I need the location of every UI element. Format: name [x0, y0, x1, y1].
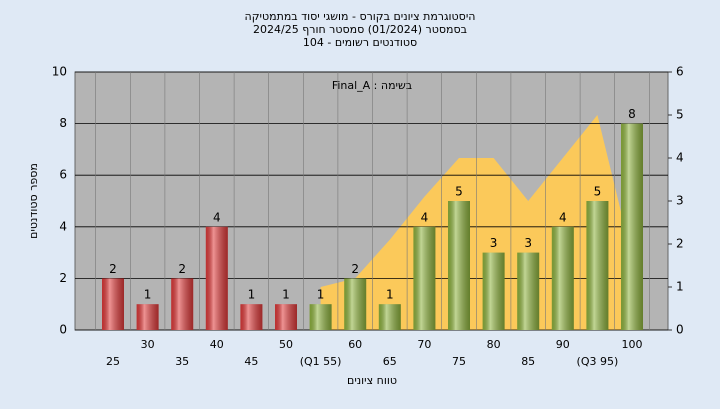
data-label: 1 — [248, 288, 256, 302]
y2-tick-label: 5 — [676, 108, 684, 122]
data-label: 5 — [594, 185, 602, 199]
bar-shine — [205, 226, 228, 330]
y2-tick-label: 3 — [676, 194, 684, 208]
y-tick-label: 10 — [52, 65, 67, 79]
y2-tick-label: 4 — [676, 151, 684, 165]
data-label: 1 — [386, 288, 394, 302]
data-label: 5 — [455, 185, 463, 199]
y-tick-label: 0 — [59, 323, 67, 337]
data-label: 2 — [178, 262, 186, 276]
bar-shine — [448, 201, 470, 330]
data-label: 4 — [559, 210, 567, 224]
x-tick-label: 25 — [106, 355, 120, 368]
title-line: היסטוגרמת ציונים בקורס - מושגי יסוד במתמ… — [245, 10, 476, 23]
bar-shine — [102, 278, 124, 330]
y2-tick-label: 6 — [676, 65, 684, 79]
x-tick-label: 50 — [279, 338, 293, 351]
x-tick-label: 70 — [417, 338, 431, 351]
data-label: 4 — [213, 210, 221, 224]
bar-shine — [621, 123, 643, 330]
bar-shine — [344, 278, 367, 330]
data-label: 1 — [317, 288, 325, 302]
x-tick-label: (Q1 55) — [300, 355, 342, 368]
x-tick-label: 90 — [556, 338, 570, 351]
y2-tick-label: 1 — [676, 280, 684, 294]
y2-tick-label: 0 — [676, 323, 684, 337]
x-tick-label: 100 — [622, 338, 643, 351]
bar-shine — [413, 226, 436, 330]
bar-shine — [275, 304, 297, 330]
x-tick-label: 35 — [175, 355, 189, 368]
annotation: Final_A : בשימה — [332, 79, 412, 92]
bar-shine — [482, 252, 505, 330]
bar-shine — [171, 278, 194, 330]
x-tick-label: 30 — [141, 338, 155, 351]
y-tick-label: 4 — [59, 219, 67, 233]
x-tick-label: 75 — [452, 355, 466, 368]
x-tick-label: 85 — [521, 355, 535, 368]
data-label: 1 — [282, 288, 290, 302]
data-label: 3 — [490, 236, 498, 250]
data-label: 2 — [109, 262, 117, 276]
data-label: 2 — [351, 262, 359, 276]
data-label: 4 — [421, 210, 429, 224]
x-tick-label: 80 — [487, 338, 501, 351]
bar-shine — [309, 304, 332, 330]
x-tick-label: 65 — [383, 355, 397, 368]
bar-shine — [551, 226, 574, 330]
bar-shine — [136, 304, 159, 330]
x-tick-label: 45 — [244, 355, 258, 368]
x-tick-label: 40 — [210, 338, 224, 351]
bar-shine — [378, 304, 401, 330]
x-axis-label: טווח ציונים — [347, 374, 397, 387]
x-tick-label: 60 — [348, 338, 362, 351]
title-line: סטודנטים רשומים - 104 — [303, 36, 417, 49]
title-line: בסמסטר (01/2024) סמסטר חורף 2024/25 — [253, 23, 467, 36]
bar-shine — [240, 304, 263, 330]
y-axis-label: מספר סטודנטים — [27, 163, 40, 239]
data-label: 1 — [144, 288, 152, 302]
data-label: 3 — [524, 236, 532, 250]
y2-tick-label: 2 — [676, 237, 684, 251]
y-tick-label: 6 — [59, 168, 67, 182]
y-tick-label: 8 — [59, 116, 67, 130]
y-tick-label: 2 — [59, 271, 67, 285]
x-tick-label: (Q3 95) — [577, 355, 619, 368]
bar-shine — [517, 252, 540, 330]
data-label: 8 — [628, 107, 636, 121]
bar-shine — [586, 201, 609, 330]
